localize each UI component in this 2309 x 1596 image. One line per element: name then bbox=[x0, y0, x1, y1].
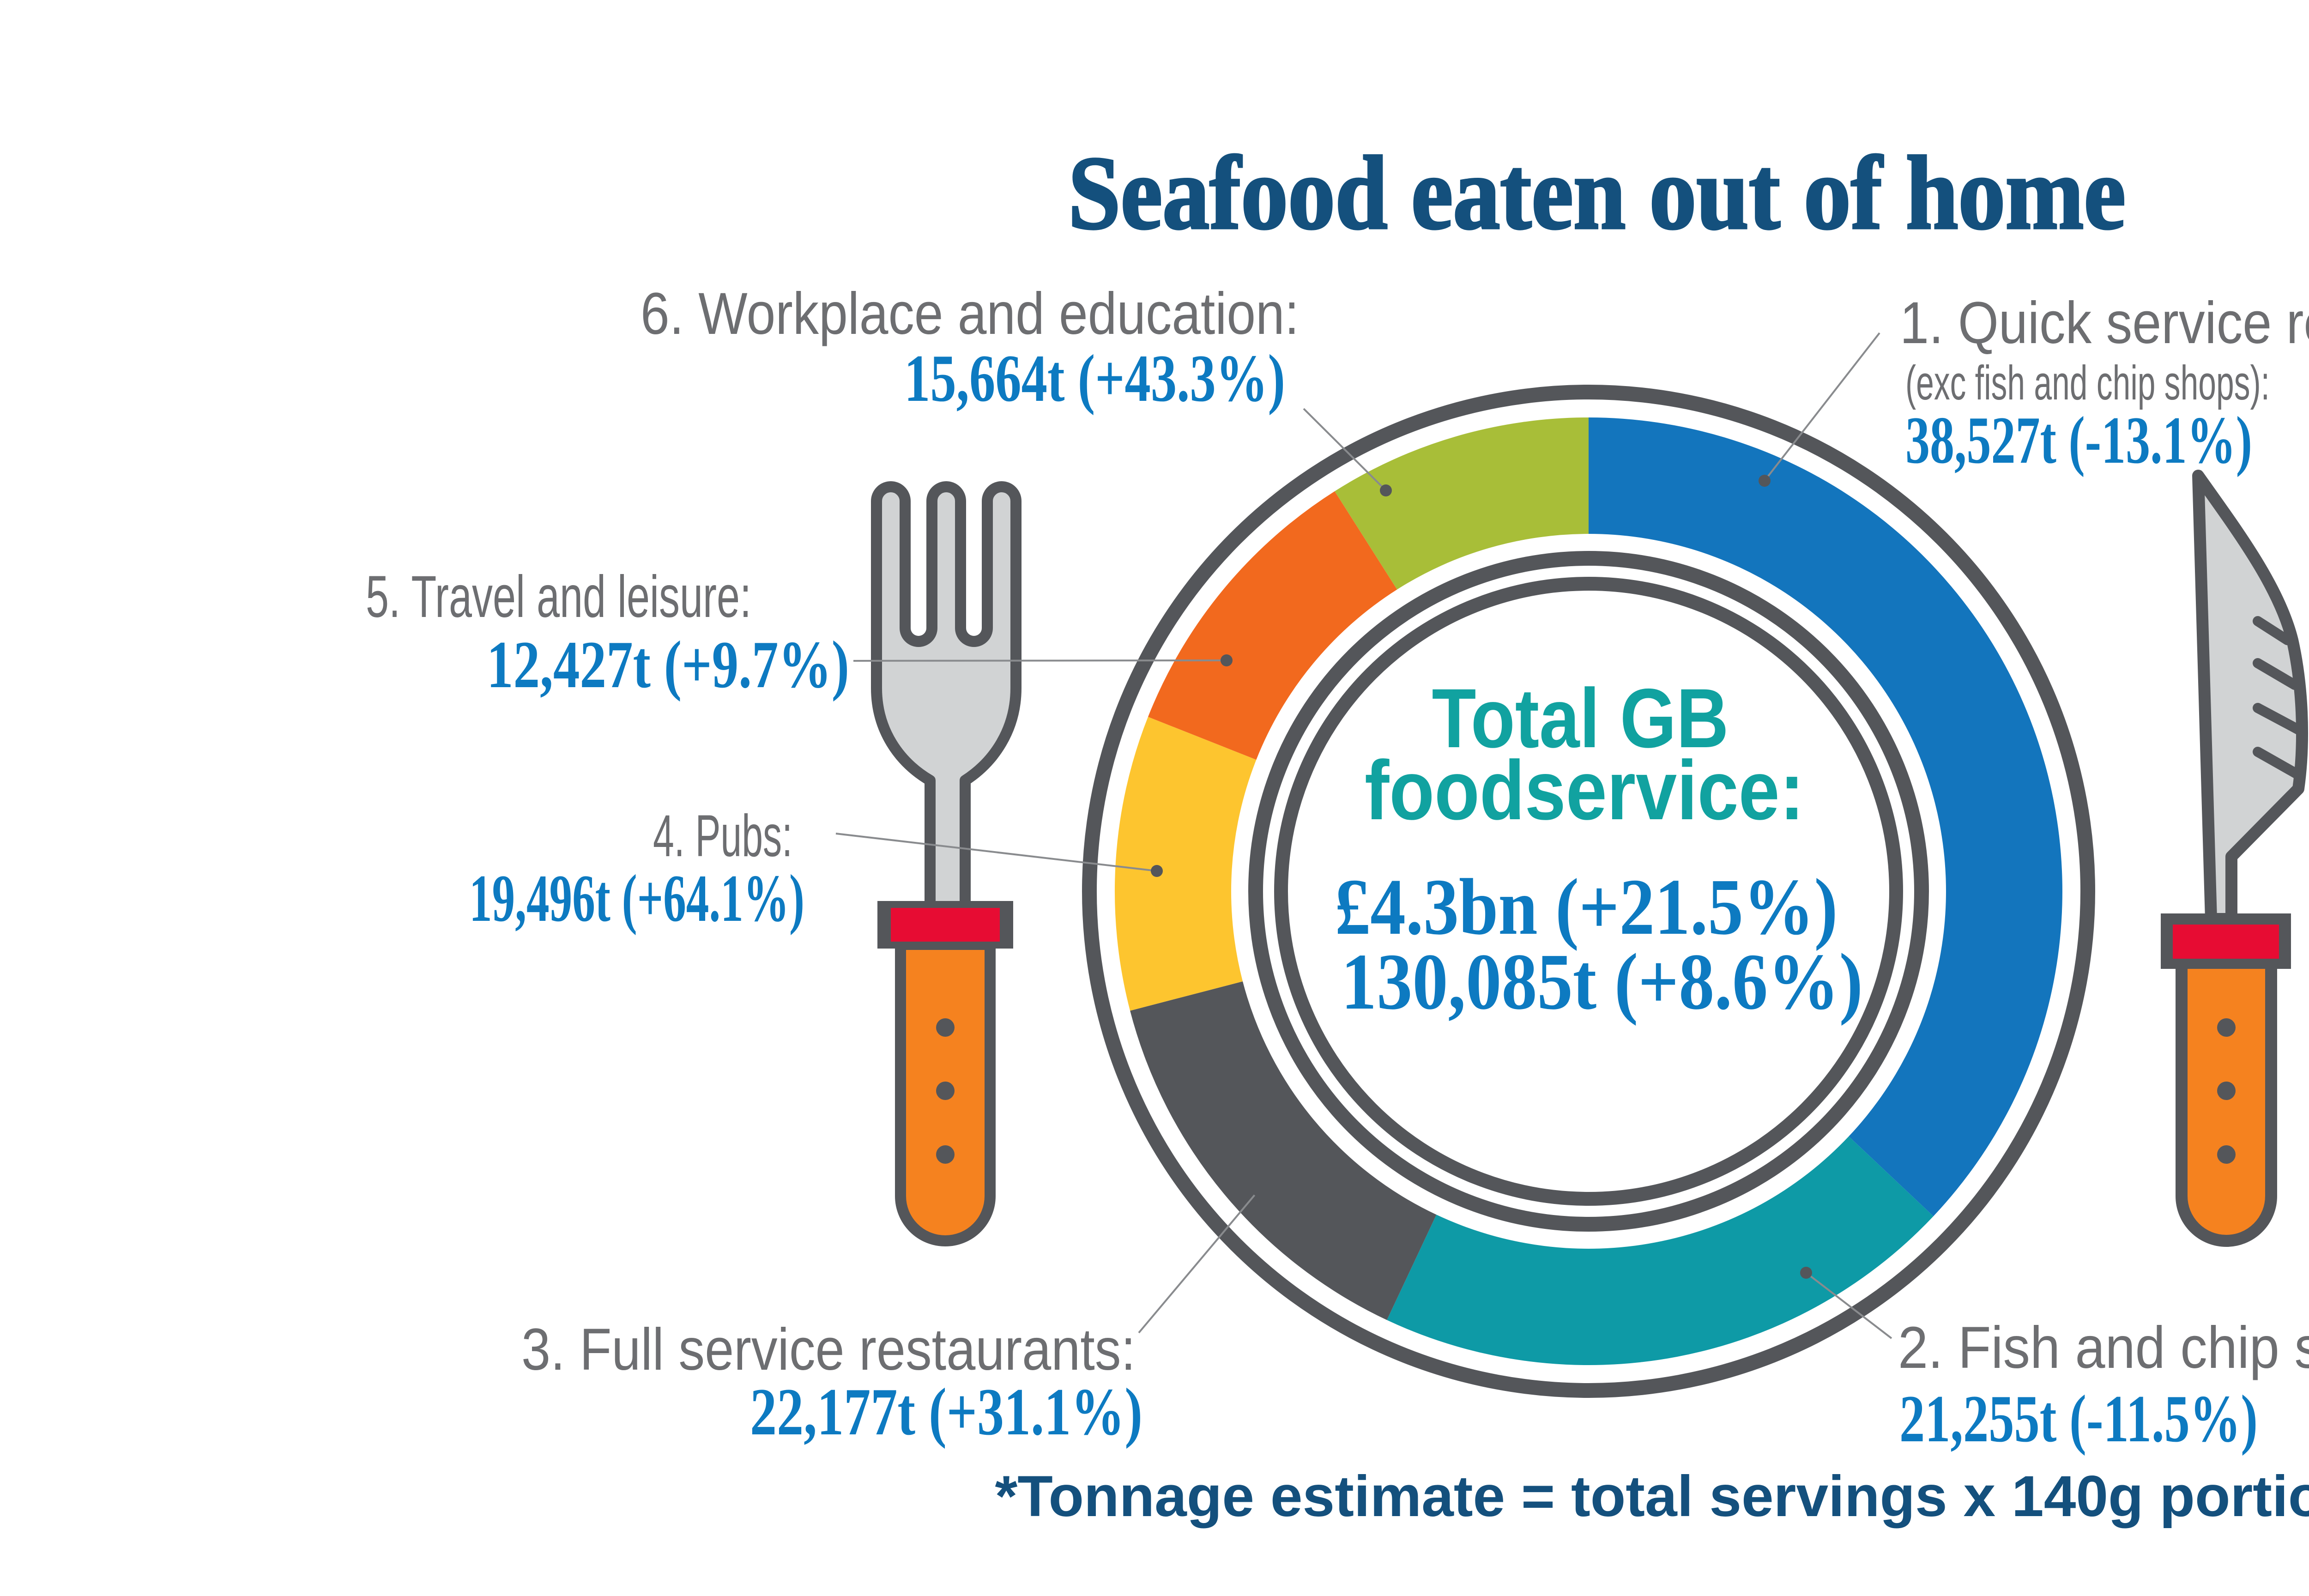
svg-text:2. Fish and chip shops:: 2. Fish and chip shops: bbox=[1898, 1315, 2309, 1381]
svg-text:19,496t (+64.1%): 19,496t (+64.1%) bbox=[469, 861, 804, 936]
svg-text:4. Pubs:: 4. Pubs: bbox=[653, 803, 792, 869]
svg-text:21,255t (-11.5%): 21,255t (-11.5%) bbox=[1899, 1381, 2258, 1456]
svg-text:5. Travel and leisure:: 5. Travel and leisure: bbox=[366, 564, 751, 630]
svg-text:130,085t (+8.6%): 130,085t (+8.6%) bbox=[1341, 937, 1863, 1026]
svg-text:38,527t (-13.1%): 38,527t (-13.1%) bbox=[1905, 403, 2252, 478]
svg-text:Total GB: Total GB bbox=[1432, 671, 1729, 765]
svg-text:*Tonnage estimate = total serv: *Tonnage estimate = total servings x 140… bbox=[995, 1464, 2309, 1529]
svg-text:6. Workplace and education:: 6. Workplace and education: bbox=[641, 281, 1299, 347]
svg-text:£4.3bn (+21.5%): £4.3bn (+21.5%) bbox=[1335, 862, 1838, 951]
svg-text:1. Quick service restaurants: 1. Quick service restaurants bbox=[1900, 290, 2309, 356]
svg-text:(exc fish and chip shops):: (exc fish and chip shops): bbox=[1905, 356, 2270, 410]
svg-text:foodservice:: foodservice: bbox=[1365, 743, 1804, 837]
svg-text:22,177t (+31.1%): 22,177t (+31.1%) bbox=[750, 1374, 1142, 1449]
svg-text:15,664t (+43.3%): 15,664t (+43.3%) bbox=[904, 341, 1285, 416]
svg-text:12,427t (+9.7%): 12,427t (+9.7%) bbox=[487, 627, 849, 702]
svg-text:Seafood eaten out of home: Seafood eaten out of home bbox=[1068, 135, 2126, 251]
svg-text:3. Full service restaurants:: 3. Full service restaurants: bbox=[521, 1317, 1136, 1383]
